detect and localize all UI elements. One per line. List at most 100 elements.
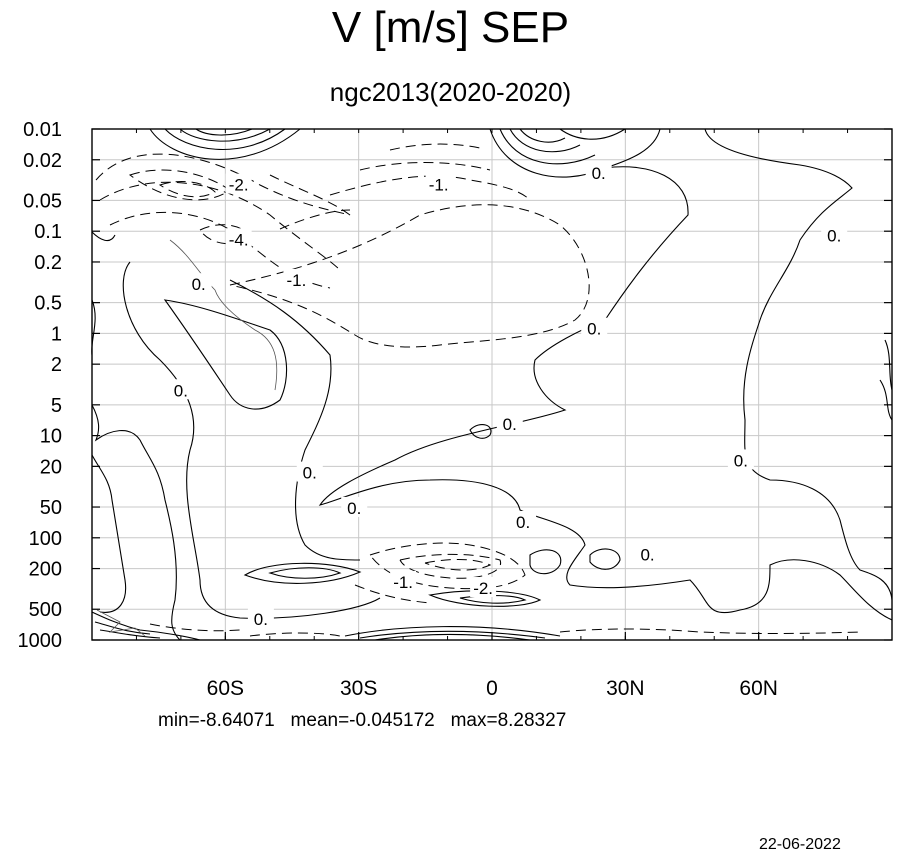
negative-contour-line	[389, 143, 481, 151]
contour-label-bg	[634, 543, 661, 564]
negative-contour-line	[249, 632, 341, 637]
y-tick-label: 500	[29, 599, 62, 621]
negative-contour-line	[128, 169, 231, 201]
y-tick-label: 5	[51, 395, 62, 417]
contour-line	[318, 166, 893, 621]
contour-line	[91, 454, 127, 613]
y-tick-label: 20	[40, 456, 62, 478]
contour-line	[469, 424, 492, 439]
y-tick-label: 0.02	[23, 150, 62, 172]
contour-label: 0.	[587, 320, 601, 339]
contour-line	[164, 128, 286, 150]
contour-line	[91, 611, 201, 641]
contour-line	[94, 621, 151, 635]
x-tick-label: 30S	[340, 677, 377, 700]
negative-contour-line	[279, 209, 351, 230]
contour-label-bg	[510, 510, 537, 531]
negative-contour-line	[359, 162, 491, 171]
contour-line	[374, 633, 531, 641]
contour-line	[163, 299, 288, 410]
contour-label-bg	[283, 268, 310, 289]
negative-contour-line	[424, 558, 492, 571]
negative-contour-lines	[95, 143, 861, 637]
chart-title: V [m/s] SEP	[331, 3, 570, 52]
grid-lines	[92, 129, 892, 640]
contour-line	[589, 548, 621, 570]
y-tick-label: 0.2	[34, 252, 62, 274]
contour-line	[704, 128, 893, 601]
x-tick-label: 30N	[606, 677, 645, 700]
contour-label: -1.	[393, 573, 413, 592]
y-tick-label: 0.01	[23, 119, 62, 141]
contour-label-bg	[585, 162, 612, 183]
contour-line	[268, 567, 342, 579]
contour-line	[359, 630, 546, 639]
date-stamp: 22-06-2022	[759, 836, 841, 853]
contour-label-bg	[727, 449, 754, 470]
contour-label: 0.	[827, 226, 841, 245]
contour-lines	[91, 128, 893, 641]
y-tick-label: 1	[51, 323, 62, 345]
contour-label-bg	[581, 317, 608, 338]
negative-contour-line	[99, 181, 341, 271]
y-tick-label: 0.5	[34, 293, 62, 315]
contour-line	[519, 128, 566, 143]
contour-label-bg	[247, 607, 274, 628]
contour-label: 0.	[734, 451, 748, 470]
contour-label: -2.	[473, 579, 493, 598]
contour-label-bg	[821, 224, 848, 245]
contour-line	[149, 128, 301, 160]
y-tick-label: 2	[51, 354, 62, 376]
contour-line	[509, 128, 581, 153]
contour-labels: -2. -1. 0. -4. 0. 0. -1. 0. 0. 0. 0. 0. 0. 0. 0. -1. -2.…	[167, 162, 848, 629]
x-axis-ticks: 60S 30S 0 30N 60N	[135, 129, 849, 700]
y-tick-label: 1000	[18, 630, 63, 652]
x-tick-label: 60N	[739, 677, 778, 700]
positive-contour-lines	[96, 239, 278, 637]
contour-label: 0.	[347, 499, 361, 518]
y-tick-label: 0.1	[34, 221, 62, 243]
contour-label: -2.	[229, 176, 249, 195]
contour-label-bg	[225, 228, 252, 249]
contour-line	[122, 261, 381, 619]
contour-label: 0.	[303, 464, 317, 483]
contour-label: 0.	[592, 164, 606, 183]
y-tick-label: 100	[29, 528, 62, 550]
contour-label: -4.	[229, 230, 249, 249]
contour-label-bg	[496, 412, 523, 433]
contour-label-bg	[185, 273, 212, 294]
contour-line	[529, 549, 562, 575]
contour-label: -1.	[287, 271, 307, 290]
contour-label-bg	[341, 496, 368, 517]
contour-label: 0.	[503, 415, 517, 434]
y-tick-label: 10	[40, 426, 62, 448]
y-axis-ticks: 0.01 0.02 0.05 0.1 0.2 0.5 1 2 5 10 20 50 100 200 500 1…	[18, 119, 892, 652]
negative-contour-line	[369, 542, 526, 590]
contour-line	[229, 279, 361, 561]
negative-contour-line	[329, 175, 531, 201]
y-tick-label: 200	[29, 559, 62, 581]
contour-line	[195, 128, 253, 136]
stats-line: min=-8.64071 mean=-0.045172 max=8.28327	[158, 710, 567, 731]
contour-label-bg	[296, 461, 323, 482]
x-tick-label: 0	[486, 677, 498, 700]
contour-line	[91, 231, 116, 242]
negative-contour-line	[399, 553, 502, 579]
contour-line	[179, 128, 271, 142]
negative-contour-line	[158, 181, 216, 198]
negative-contour-line	[354, 584, 431, 604]
contour-line	[344, 626, 561, 637]
contour-label: 0.	[640, 545, 654, 564]
y-tick-label: 0.05	[23, 190, 62, 212]
negative-contour-line	[149, 623, 241, 632]
contour-line	[91, 404, 181, 641]
contour-line	[243, 562, 362, 584]
negative-contour-line	[95, 153, 351, 216]
negative-contour-line	[229, 204, 590, 348]
contour-label: 0.	[192, 275, 206, 294]
y-tick-label: 50	[40, 497, 62, 519]
contour-label: 0.	[516, 513, 530, 532]
contour-label: 0.	[254, 610, 268, 629]
positive-contour-line	[169, 239, 278, 391]
